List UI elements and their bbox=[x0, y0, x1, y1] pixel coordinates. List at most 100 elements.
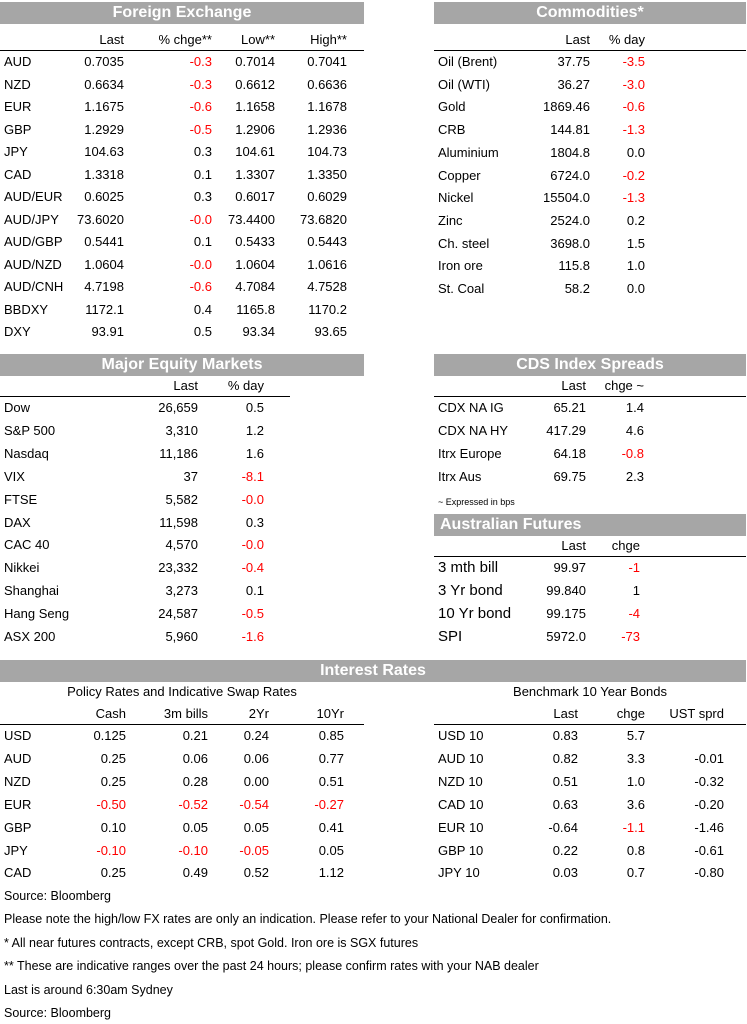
commodity-cell: -1.3 bbox=[622, 122, 645, 138]
cds-row-label: CDX NA HY bbox=[438, 422, 509, 438]
commodity-cell: 2524.0 bbox=[550, 212, 590, 228]
commodity-cell: -3.5 bbox=[622, 54, 645, 69]
future-cell: 99.97 bbox=[553, 560, 586, 575]
policy-row-label: USD bbox=[4, 728, 32, 743]
fx-row-label: AUD/JPY bbox=[4, 211, 59, 227]
commodity-cell: 6724.0 bbox=[550, 167, 590, 183]
policy-cell: 0.125 bbox=[93, 728, 126, 743]
fx-row-label: NZD bbox=[4, 76, 31, 92]
fx-row-label: DXY bbox=[4, 324, 31, 339]
bond-cell: -1.1 bbox=[622, 819, 645, 835]
equity-row-label: DAX bbox=[4, 514, 31, 530]
policy-col-header: Cash bbox=[95, 706, 126, 721]
fx-cell: 73.6820 bbox=[300, 211, 347, 227]
equity-row-label: Shanghai bbox=[4, 583, 59, 599]
policy-col-header: 2Yr bbox=[248, 706, 269, 721]
commodity-row-label: Oil (Brent) bbox=[438, 54, 498, 69]
commodity-cell: 0.2 bbox=[626, 212, 645, 228]
fx-cell: -0.0 bbox=[189, 211, 212, 227]
au-futures-header: Australian Futures bbox=[434, 514, 746, 536]
policy-cell: 1.12 bbox=[318, 865, 344, 881]
fx-cell: 0.5443 bbox=[307, 234, 347, 249]
fx-cell: 1.0604 bbox=[235, 256, 275, 272]
future-col-header: Last bbox=[561, 538, 586, 553]
fx-cell: 1.2929 bbox=[84, 121, 124, 137]
fx-col-header: % chge** bbox=[158, 32, 212, 47]
fx-cell: 1.0604 bbox=[84, 256, 124, 272]
policy-cell: -0.10 bbox=[96, 842, 126, 858]
future-row-label: SPI bbox=[438, 627, 463, 645]
commodity-cell: 1.0 bbox=[626, 258, 645, 274]
fx-cell: 1.2936 bbox=[307, 121, 347, 137]
footnote-line: Source: Bloomberg bbox=[4, 889, 112, 903]
fx-cell: 1.3307 bbox=[235, 166, 275, 182]
policy-row-label: AUD bbox=[4, 750, 32, 766]
equity-cell: -0.0 bbox=[241, 491, 264, 507]
bond-col-header: chge bbox=[616, 706, 645, 721]
commodity-cell: 144.81 bbox=[550, 122, 590, 138]
equity-cell: 0.1 bbox=[245, 583, 264, 599]
bond-cell: -0.80 bbox=[694, 865, 724, 881]
bond-cell: 0.51 bbox=[552, 773, 578, 789]
commodity-header-rule bbox=[434, 50, 746, 51]
policy-cell: -0.10 bbox=[178, 842, 208, 858]
future-cell: 5972.0 bbox=[546, 628, 586, 644]
fx-row-label: AUD/NZD bbox=[4, 256, 62, 272]
commodity-row-label: Aluminium bbox=[438, 144, 499, 160]
fx-cell: 4.7198 bbox=[84, 279, 124, 294]
commodity-cell: 3698.0 bbox=[550, 235, 590, 251]
commodity-cell: 1869.46 bbox=[543, 99, 590, 115]
commodity-row-label: Nickel bbox=[438, 190, 474, 206]
fx-cell: 4.7528 bbox=[307, 279, 347, 294]
fx-cell: 1165.8 bbox=[236, 301, 275, 317]
policy-row-label: NZD bbox=[4, 773, 31, 789]
policy-cell: -0.27 bbox=[314, 796, 344, 812]
cds-cell: 4.6 bbox=[625, 422, 644, 438]
bond-cell: -1.46 bbox=[694, 819, 724, 835]
cds-cell: 417.29 bbox=[546, 422, 586, 438]
commodity-cell: 1804.8 bbox=[550, 144, 590, 160]
footnote-line: ** These are indicative ranges over the … bbox=[4, 959, 539, 974]
fx-cell: 0.4 bbox=[193, 301, 212, 317]
fx-row-label: JPY bbox=[4, 144, 28, 159]
commodities-header: Commodities* bbox=[434, 2, 746, 24]
fx-cell: 0.6636 bbox=[307, 76, 347, 92]
fx-cell: 0.3 bbox=[193, 189, 212, 204]
bond-cell: 0.03 bbox=[552, 865, 578, 881]
commodity-row-label: Zinc bbox=[438, 212, 463, 228]
bond-cell: 0.22 bbox=[552, 842, 578, 858]
equity-cell: 3,273 bbox=[165, 583, 198, 599]
bond-cell: -0.64 bbox=[548, 819, 578, 835]
future-cell: -4 bbox=[628, 605, 640, 621]
fx-cell: 0.7035 bbox=[84, 54, 124, 69]
fx-cell: 1.3350 bbox=[307, 166, 347, 182]
fx-cell: 0.6025 bbox=[84, 189, 124, 204]
fx-cell: 0.6029 bbox=[307, 189, 347, 204]
cds-col-header: chge ~ bbox=[604, 378, 644, 393]
policy-cell: 0.05 bbox=[318, 842, 344, 858]
fx-row-label: BBDXY bbox=[4, 301, 49, 317]
future-row-label: 3 mth bill bbox=[438, 559, 499, 576]
bond-cell: 0.82 bbox=[552, 750, 578, 766]
fx-row-label: AUD/CNH bbox=[4, 279, 64, 294]
policy-cell: 0.05 bbox=[182, 819, 208, 835]
fx-cell: -0.5 bbox=[189, 121, 212, 137]
bond-cell: 0.7 bbox=[626, 865, 645, 881]
fx-cell: 93.91 bbox=[91, 324, 124, 339]
fx-col-header: Low** bbox=[241, 32, 275, 47]
bond-cell: 0.63 bbox=[552, 796, 578, 812]
fx-cell: 0.7041 bbox=[307, 54, 347, 69]
equity-cell: 11,186 bbox=[159, 445, 198, 461]
bond-cell: 0.83 bbox=[552, 728, 578, 743]
fx-cell: 0.3 bbox=[193, 144, 212, 159]
policy-col-header: 3m bills bbox=[163, 706, 208, 721]
equity-cell: 0.3 bbox=[245, 514, 264, 530]
fx-row-label: CAD bbox=[4, 166, 32, 182]
footnote-line: Source: Bloomberg bbox=[4, 1006, 112, 1020]
bond-col-header: Last bbox=[553, 706, 578, 721]
bond-cell: -0.01 bbox=[694, 750, 724, 766]
bond-row-label: GBP 10 bbox=[438, 842, 484, 858]
fx-cell: 1172.1 bbox=[85, 301, 124, 317]
equity-header-rule bbox=[0, 396, 290, 397]
fx-cell: 104.63 bbox=[84, 144, 124, 159]
